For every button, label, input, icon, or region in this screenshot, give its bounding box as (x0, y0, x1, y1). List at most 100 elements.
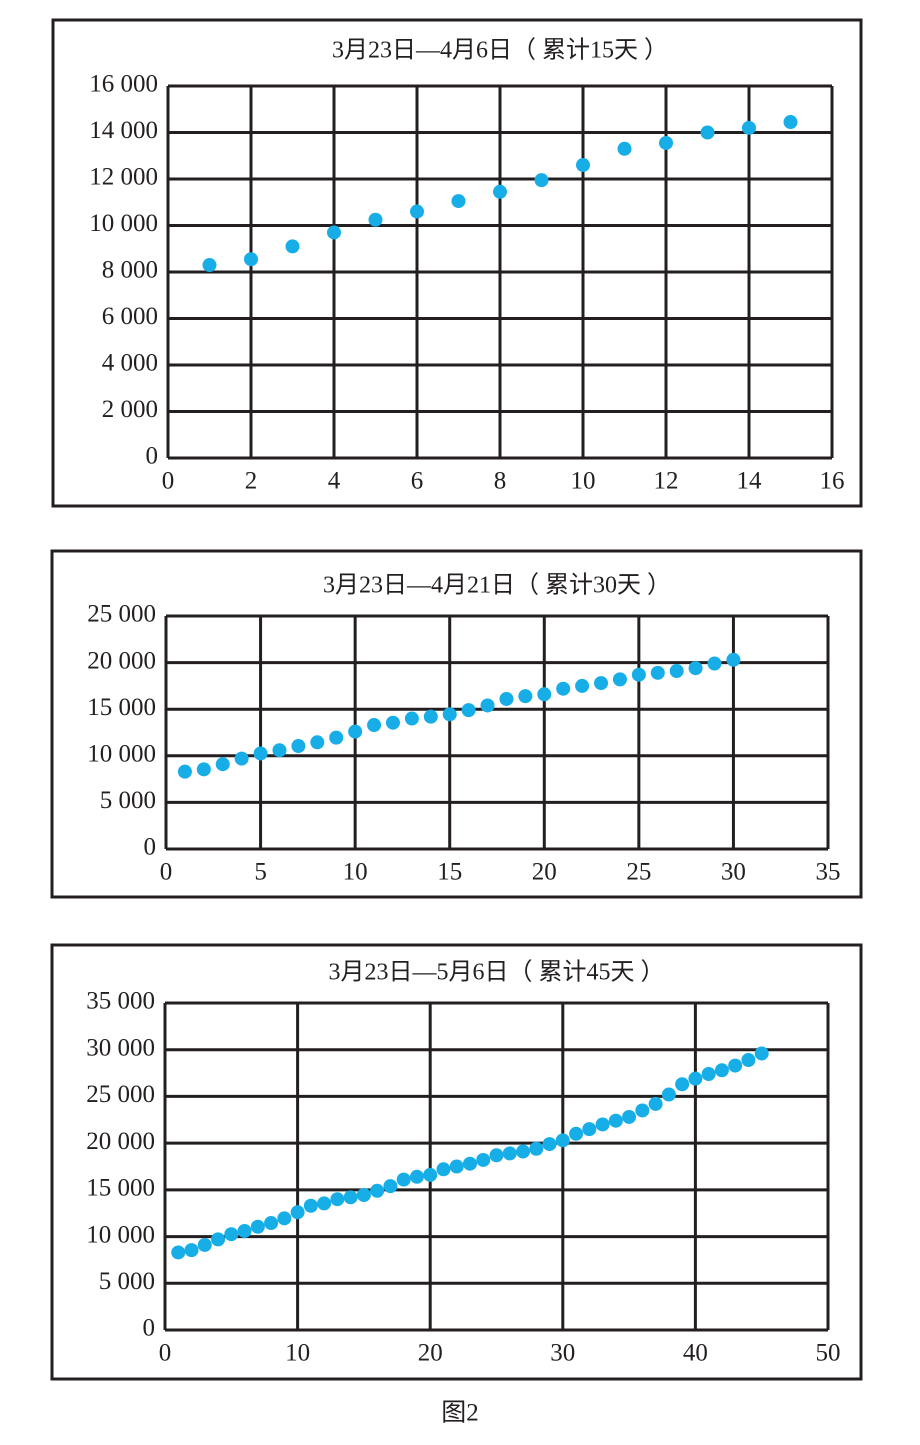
data-point (383, 1179, 398, 1194)
data-point (290, 1205, 305, 1220)
data-point (197, 1237, 212, 1252)
data-point (608, 1113, 623, 1128)
data-point (499, 691, 514, 706)
x-tick-label: 30 (550, 1340, 575, 1367)
x-tick-label: 6 (411, 468, 424, 495)
y-tick-label: 14 000 (89, 117, 158, 144)
data-point (612, 672, 627, 687)
x-tick-label: 5 (254, 859, 267, 886)
data-point (250, 1219, 265, 1234)
data-point (742, 120, 756, 135)
data-point (277, 1211, 292, 1226)
data-point (476, 1152, 491, 1167)
data-point (234, 751, 249, 766)
data-point (635, 1103, 650, 1118)
chart-title: 3月23日—4月21日（ 累计30天 ） (323, 572, 671, 599)
data-point (714, 1063, 729, 1078)
x-tick-label: 50 (816, 1340, 841, 1367)
y-tick-label: 5 000 (99, 1268, 155, 1295)
data-point (754, 1046, 769, 1061)
data-point (537, 687, 552, 702)
data-point (701, 1067, 716, 1082)
y-tick-label: 15 000 (86, 1175, 155, 1202)
x-tick-label: 2 (245, 468, 258, 495)
y-tick-label: 8 000 (102, 257, 158, 284)
data-point (385, 715, 400, 730)
data-point (396, 1172, 411, 1187)
data-point (327, 225, 341, 240)
y-tick-label: 10 000 (86, 1221, 155, 1248)
x-tick-label: 8 (494, 468, 507, 495)
data-point (171, 1245, 186, 1260)
data-point (534, 173, 549, 188)
data-point (502, 1146, 517, 1161)
y-tick-label: 15 000 (87, 694, 156, 721)
data-point (449, 1159, 464, 1174)
data-point (741, 1052, 756, 1067)
data-point (264, 1216, 279, 1231)
data-point (224, 1227, 239, 1242)
data-point (451, 194, 466, 209)
data-point (367, 718, 382, 733)
data-point (442, 707, 457, 722)
x-tick-label: 30 (721, 859, 746, 886)
data-point (617, 141, 632, 156)
x-tick-label: 20 (418, 1340, 443, 1367)
data-point (576, 158, 590, 173)
x-tick-label: 25 (626, 859, 651, 886)
data-point (489, 1148, 504, 1163)
chart-title: 3月23日—4月6日（ 累计15天 ） (332, 37, 668, 64)
data-point (244, 252, 258, 267)
data-point (675, 1077, 690, 1092)
data-point (310, 735, 325, 750)
data-point (556, 681, 571, 696)
y-tick-label: 0 (144, 834, 157, 861)
data-point (184, 1243, 199, 1258)
y-tick-label: 12 000 (89, 164, 158, 191)
data-point (726, 652, 741, 667)
data-point (343, 1190, 358, 1205)
data-point (480, 698, 495, 713)
y-tick-label: 20 000 (87, 647, 156, 674)
data-point (631, 667, 646, 682)
data-point (303, 1198, 318, 1213)
data-point (728, 1058, 743, 1073)
y-tick-label: 5 000 (100, 787, 156, 814)
data-point (518, 689, 533, 704)
data-point (569, 1126, 584, 1141)
data-point (555, 1133, 570, 1148)
x-tick-label: 14 (737, 468, 763, 495)
data-point (177, 764, 192, 779)
data-point (370, 1183, 385, 1198)
y-tick-label: 0 (146, 443, 159, 470)
data-point (436, 1162, 451, 1177)
data-point (329, 730, 344, 745)
y-tick-label: 10 000 (87, 741, 156, 768)
data-point (348, 724, 363, 739)
chart-frame (50, 943, 863, 1381)
data-point (688, 661, 703, 676)
data-point (285, 239, 300, 254)
data-point (404, 711, 419, 726)
data-point (409, 1169, 424, 1184)
data-point (650, 665, 665, 680)
y-tick-label: 30 000 (86, 1034, 155, 1061)
y-tick-label: 25 000 (86, 1081, 155, 1108)
data-point (202, 258, 217, 273)
chart-frame (51, 18, 863, 508)
data-point (688, 1071, 703, 1086)
y-tick-label: 16 000 (89, 71, 158, 98)
data-point (661, 1087, 676, 1102)
data-point (783, 115, 798, 130)
y-tick-label: 20 000 (86, 1128, 155, 1155)
data-point (462, 1156, 477, 1171)
x-tick-label: 0 (160, 859, 173, 886)
data-point (215, 757, 230, 772)
data-point (211, 1232, 226, 1247)
data-point (368, 212, 383, 227)
y-tick-label: 4 000 (102, 350, 158, 377)
y-tick-label: 25 000 (87, 601, 156, 628)
data-point (196, 762, 211, 777)
data-point (648, 1096, 663, 1111)
x-tick-label: 0 (159, 1340, 172, 1367)
